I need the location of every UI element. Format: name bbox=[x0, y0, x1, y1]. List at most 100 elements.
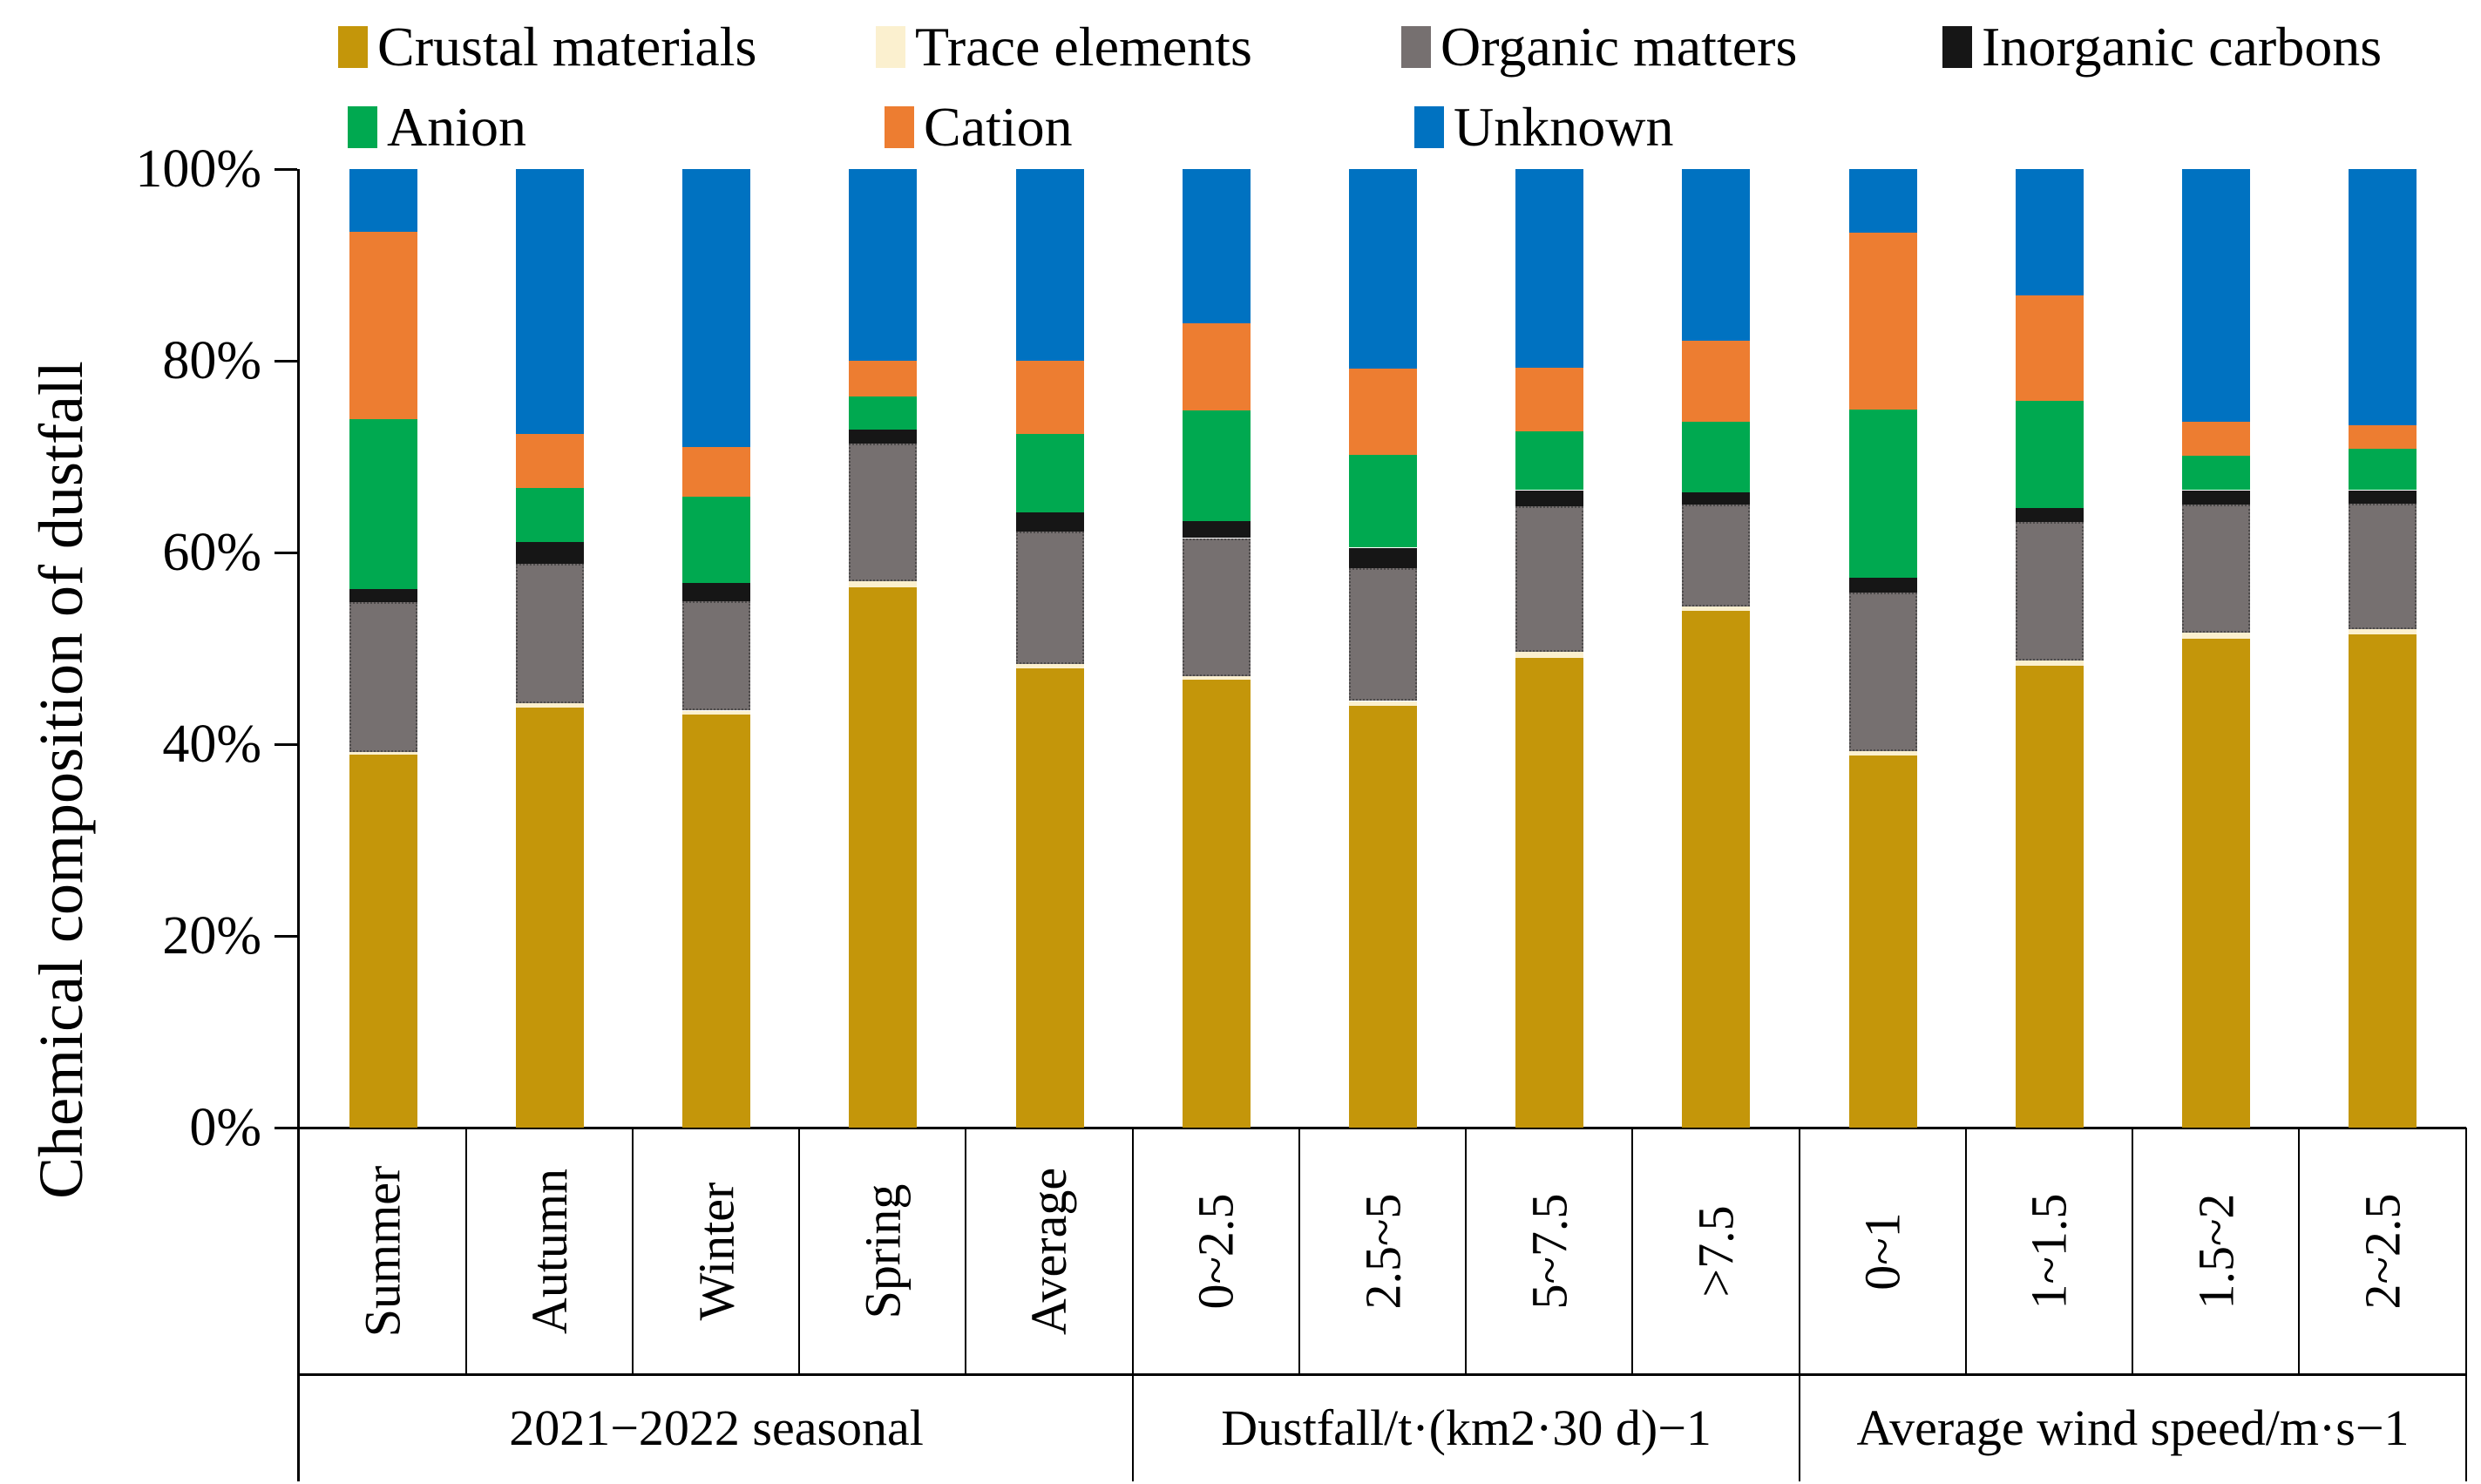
bar-segment-trace-elements bbox=[515, 702, 584, 708]
category-separator bbox=[1298, 1128, 1300, 1374]
bar-segment-cation bbox=[2015, 295, 2084, 402]
category-separator bbox=[965, 1128, 967, 1374]
bar-segment-crustal-materials bbox=[849, 586, 918, 1128]
category-label-cell: 2.5~5 bbox=[1299, 1128, 1466, 1374]
bar-segment-inorganic-carbons bbox=[1349, 547, 1417, 568]
legend-swatch-icon bbox=[885, 106, 914, 148]
legend-label: Cation bbox=[924, 96, 1073, 158]
bar-segment-trace-elements bbox=[2015, 661, 2084, 666]
bar-segment-inorganic-carbons bbox=[1015, 512, 1084, 532]
bar-segment-cation bbox=[1848, 232, 1917, 410]
category-group-label: 2021−2022 seasonal bbox=[509, 1399, 924, 1456]
x-axis-line bbox=[300, 1127, 2466, 1129]
bar-segment-unknown bbox=[1015, 169, 1084, 361]
category-separator bbox=[631, 1128, 634, 1374]
bar-segment-inorganic-carbons bbox=[1682, 491, 1751, 505]
group-separator bbox=[2464, 1374, 2467, 1481]
y-tick-label: 20% bbox=[162, 906, 261, 966]
legend-swatch-icon bbox=[338, 26, 368, 68]
category-label: Winter bbox=[688, 1182, 745, 1320]
bar-segment-trace-elements bbox=[349, 751, 417, 756]
bar-segment-trace-elements bbox=[1515, 652, 1584, 658]
bar-segment-trace-elements bbox=[1682, 606, 1751, 612]
group-separator bbox=[1131, 1374, 1134, 1481]
bar-segment-organic-matters bbox=[849, 443, 918, 581]
y-tick-label: 40% bbox=[162, 715, 261, 774]
bar-segment-trace-elements bbox=[1349, 701, 1417, 706]
y-tick-mark bbox=[275, 552, 297, 554]
legend-label: Anion bbox=[387, 96, 526, 158]
bar-segment-organic-matters bbox=[1182, 538, 1251, 676]
category-separator bbox=[798, 1128, 801, 1374]
bar-segment-organic-matters bbox=[349, 602, 417, 752]
bar-segment-organic-matters bbox=[1682, 505, 1751, 606]
category-label: Average bbox=[1020, 1167, 1078, 1335]
bar-segment-anion bbox=[2015, 401, 2084, 509]
category-separator bbox=[1798, 1128, 1800, 1374]
bar-segment-trace-elements bbox=[1015, 663, 1084, 669]
bar-segment-cation bbox=[1349, 368, 1417, 455]
bar-segment-crustal-materials bbox=[1349, 706, 1417, 1128]
bar-segment-cation bbox=[2349, 424, 2417, 450]
legend-swatch-icon bbox=[348, 106, 377, 148]
bar-segment-anion bbox=[1848, 410, 1917, 578]
bar-segment-unknown bbox=[1182, 169, 1251, 324]
bar-segment-unknown bbox=[1848, 169, 1917, 233]
category-label: >7.5 bbox=[1687, 1204, 1745, 1298]
bar-segment-unknown bbox=[2349, 169, 2417, 425]
category-label-cell: 5~7.5 bbox=[1467, 1128, 1633, 1374]
legend-swatch-icon bbox=[876, 26, 905, 68]
legend-item-unknown: Unknown bbox=[1414, 96, 1673, 159]
bar-segment-organic-matters bbox=[1515, 506, 1584, 653]
category-label: Summer bbox=[354, 1165, 411, 1337]
legend-label: Crustal materials bbox=[377, 16, 757, 78]
bar-segment-cation bbox=[349, 231, 417, 420]
y-axis-line bbox=[297, 169, 300, 1481]
bar-segment-anion bbox=[1349, 454, 1417, 548]
bar-segment-trace-elements bbox=[682, 710, 751, 715]
bar-segment-anion bbox=[1015, 433, 1084, 512]
bar-segment-cation bbox=[1682, 340, 1751, 423]
bar-segment-crustal-materials bbox=[682, 714, 751, 1128]
bar-segment-organic-matters bbox=[2349, 503, 2417, 629]
bar-segment-organic-matters bbox=[2182, 505, 2251, 634]
bar-segment-anion bbox=[515, 488, 584, 542]
bar-segment-organic-matters bbox=[682, 601, 751, 711]
bar-segment-cation bbox=[1515, 367, 1584, 432]
y-tick-label: 80% bbox=[162, 331, 261, 390]
category-label-cell: Spring bbox=[800, 1128, 966, 1374]
bar-segment-inorganic-carbons bbox=[2015, 508, 2084, 522]
bar-segment-inorganic-carbons bbox=[2182, 490, 2251, 505]
bar-segment-unknown bbox=[1515, 169, 1584, 368]
y-tick-label: 60% bbox=[162, 523, 261, 582]
bar-segment-unknown bbox=[515, 169, 584, 434]
legend-item-organic-matters: Organic matters bbox=[1401, 16, 1797, 78]
legend-swatch-icon bbox=[1414, 106, 1444, 148]
y-tick-mark bbox=[275, 935, 297, 938]
bar-segment-organic-matters bbox=[515, 564, 584, 703]
category-separator bbox=[1131, 1128, 1134, 1374]
bar-segment-unknown bbox=[1682, 169, 1751, 341]
bar-segment-crustal-materials bbox=[1682, 611, 1751, 1128]
legend-label: Inorganic carbons bbox=[1982, 16, 2383, 78]
bar-segment-inorganic-carbons bbox=[349, 588, 417, 603]
bar-segment-cation bbox=[515, 433, 584, 489]
category-label: 2.5~5 bbox=[1353, 1193, 1411, 1309]
bar-segment-crustal-materials bbox=[1848, 756, 1917, 1128]
category-label-cell: 0~1 bbox=[1800, 1128, 1966, 1374]
bar-segment-anion bbox=[2182, 455, 2251, 491]
category-label: 2~2.5 bbox=[2354, 1193, 2411, 1309]
bar-segment-crustal-materials bbox=[2349, 634, 2417, 1128]
category-separator bbox=[2464, 1128, 2467, 1374]
bar-segment-organic-matters bbox=[1015, 531, 1084, 664]
bar-segment-cation bbox=[1182, 323, 1251, 411]
bar-segment-inorganic-carbons bbox=[515, 541, 584, 565]
category-label-cell: Winter bbox=[633, 1128, 799, 1374]
bar-segment-trace-elements bbox=[1182, 675, 1251, 681]
bar-segment-crustal-materials bbox=[1515, 658, 1584, 1128]
bar-segment-inorganic-carbons bbox=[682, 583, 751, 602]
legend-label: Trace elements bbox=[915, 16, 1252, 78]
bar-segment-crustal-materials bbox=[515, 708, 584, 1128]
bar-segment-anion bbox=[349, 419, 417, 589]
category-separator bbox=[464, 1128, 467, 1374]
